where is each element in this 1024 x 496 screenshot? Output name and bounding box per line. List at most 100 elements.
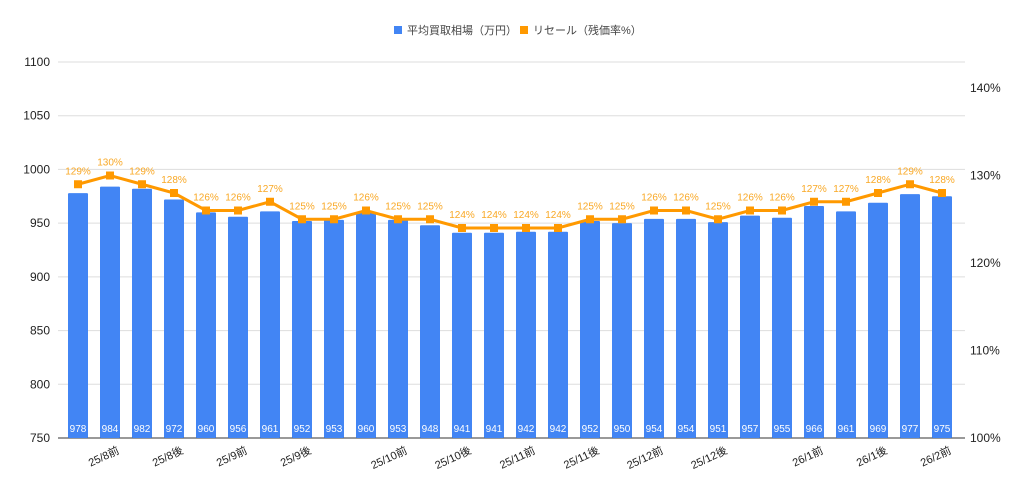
x-axis-label: 25/12前 xyxy=(624,443,665,472)
x-axis-label: 25/10前 xyxy=(368,443,409,472)
line-series xyxy=(77,173,943,230)
bar-data-label: 960 xyxy=(198,424,215,435)
x-axis-label: 25/10後 xyxy=(432,443,473,472)
bar-data-label: 972 xyxy=(166,424,183,435)
bar xyxy=(132,188,152,438)
right-axis-tick: 130% xyxy=(970,169,1001,183)
line-point xyxy=(938,189,946,197)
x-axis-label: 26/1後 xyxy=(854,443,889,469)
bar xyxy=(740,215,760,438)
line-data-label: 125% xyxy=(289,201,315,212)
line-point xyxy=(426,215,434,224)
bar xyxy=(676,218,696,438)
line-data-label: 130% xyxy=(97,158,123,169)
bar-data-label: 984 xyxy=(102,424,119,435)
line-data-label: 124% xyxy=(449,210,475,221)
left-axis-tick: 950 xyxy=(30,216,50,230)
x-axis-label: 25/11後 xyxy=(561,443,601,472)
left-axis-tick: 1000 xyxy=(23,162,50,176)
left-axis-tick: 1050 xyxy=(23,109,50,123)
x-axis-label: 25/11前 xyxy=(497,443,537,472)
line-point xyxy=(618,215,626,224)
bar xyxy=(644,218,664,438)
bar-data-label: 953 xyxy=(326,424,343,435)
line-point xyxy=(362,206,370,215)
bar-data-label: 950 xyxy=(614,424,631,435)
right-axis-tick: 140% xyxy=(970,81,1001,95)
bar-data-label: 957 xyxy=(742,424,759,435)
bar xyxy=(388,219,408,438)
right-axis-tick: 120% xyxy=(970,256,1001,270)
bar-data-label: 954 xyxy=(646,424,663,435)
bar xyxy=(836,211,856,438)
bar-data-label: 978 xyxy=(70,424,87,435)
bar-data-label: 951 xyxy=(710,424,727,435)
bar-data-label: 953 xyxy=(390,424,407,435)
line-point xyxy=(74,180,82,189)
bar xyxy=(484,232,504,438)
bar xyxy=(228,216,248,438)
bar xyxy=(452,232,472,438)
line-data-label: 128% xyxy=(929,175,955,186)
line-data-label: 127% xyxy=(257,184,283,195)
line-data-label: 126% xyxy=(673,193,699,204)
bar-data-label: 942 xyxy=(550,424,567,435)
line-point xyxy=(106,171,114,180)
line-data-label: 125% xyxy=(705,201,731,212)
bar-data-label: 948 xyxy=(422,424,439,435)
line-point xyxy=(138,180,146,189)
bar xyxy=(324,219,344,438)
line-data-label: 125% xyxy=(321,201,347,212)
right-axis-tick: 100% xyxy=(970,431,1001,445)
line-point xyxy=(714,215,722,224)
bar-data-label: 975 xyxy=(934,424,951,435)
bar xyxy=(68,193,88,438)
line-data-label: 126% xyxy=(353,193,379,204)
bar-data-label: 956 xyxy=(230,424,247,435)
bar-data-label: 969 xyxy=(870,424,887,435)
bar xyxy=(804,205,824,438)
line-data-label: 125% xyxy=(417,201,443,212)
line-data-label: 129% xyxy=(897,166,923,177)
line-point xyxy=(650,206,658,215)
bar xyxy=(612,223,632,438)
line-point xyxy=(810,197,818,206)
bar xyxy=(548,231,568,438)
x-axis-label: 25/8後 xyxy=(150,443,185,469)
line-data-label: 124% xyxy=(513,210,539,221)
bar xyxy=(100,186,120,438)
line-data-label: 126% xyxy=(225,193,251,204)
line-point xyxy=(202,206,210,215)
left-axis-tick: 750 xyxy=(30,431,50,445)
bar-data-label: 966 xyxy=(806,424,823,435)
line-point xyxy=(394,215,402,224)
bar-data-label: 941 xyxy=(486,424,503,435)
line-point xyxy=(490,224,498,232)
bar xyxy=(356,212,376,438)
line-data-label: 127% xyxy=(833,184,859,195)
x-axis-label: 25/12後 xyxy=(688,443,729,472)
line-point xyxy=(298,215,306,224)
right-axis-tick: 110% xyxy=(970,344,1000,358)
x-axis-label: 26/2前 xyxy=(918,443,953,469)
line-data-label: 125% xyxy=(385,201,411,212)
line-point xyxy=(906,180,914,189)
bar-data-label: 960 xyxy=(358,424,375,435)
bar xyxy=(420,225,440,438)
line-data-label: 126% xyxy=(641,193,667,204)
line-point xyxy=(554,224,562,232)
bar xyxy=(900,194,920,438)
bar xyxy=(164,199,184,438)
bar xyxy=(580,220,600,438)
bar-data-label: 955 xyxy=(774,424,791,435)
line-data-label: 126% xyxy=(737,193,763,204)
legend-label-bar: 平均買取相場（万円） xyxy=(407,24,517,37)
line-data-label: 129% xyxy=(129,166,155,177)
x-axis-label: 25/9後 xyxy=(278,443,313,469)
x-axis-label: 25/8前 xyxy=(86,443,121,469)
line-data-label: 126% xyxy=(193,193,219,204)
left-axis-tick: 850 xyxy=(30,324,50,338)
line-data-label: 128% xyxy=(161,175,187,186)
